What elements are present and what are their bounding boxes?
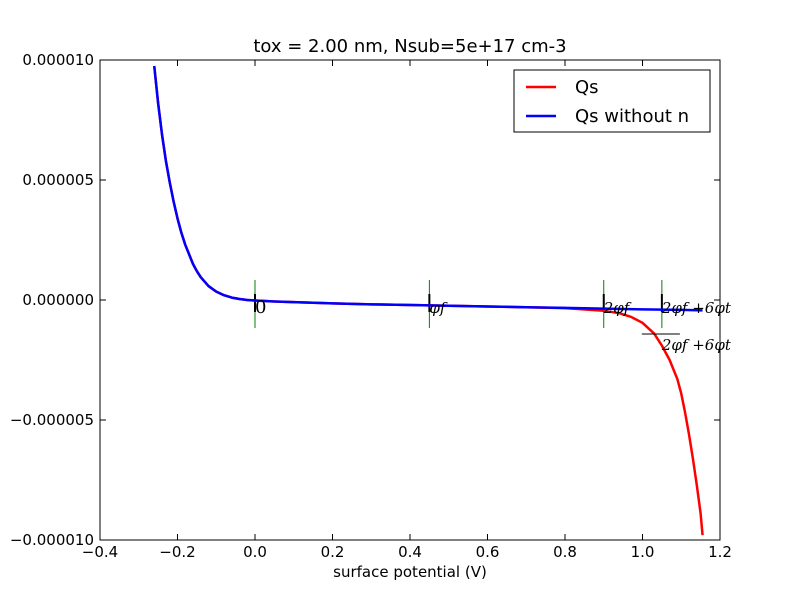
legend-label-0: Qs [575,77,599,98]
chart-title: tox = 2.00 nm, Nsub=5e+17 cm-3 [253,36,566,57]
y-tick-label-0: 0.000010 [22,51,94,69]
x-tick-label-5: 0.6 [476,543,500,561]
x-tick-label-8: 1.2 [708,543,732,561]
plot-area: 0 φf 2φf 2φf +6φt 2φf +6φt [153,65,732,536]
annotation-label-0: 0 [255,297,266,318]
y-tick-label-1: 0.000005 [22,171,94,189]
x-axis-label: surface potential (V) [333,563,487,581]
x-axis: −0.4 −0.2 0.0 0.2 0.4 0.6 0.8 1.0 1.2 [82,60,732,561]
legend-label-1: Qs without n [575,106,689,127]
legend-box [513,69,711,133]
x-tick-label-0: −0.4 [82,543,118,561]
x-tick-label-6: 0.8 [553,543,577,561]
annotation-label-1: φf [429,299,448,317]
annotation-label-3: 2φf +6φt [661,299,732,317]
x-tick-label-7: 1.0 [631,543,655,561]
x-tick-label-1: −0.2 [159,543,195,561]
x-tick-label-4: 0.4 [398,543,422,561]
y-tick-label-2: 0.000000 [22,291,94,309]
y-axis: 0.000010 0.000005 0.000000 −0.000005 −0.0000… [10,51,720,549]
series-line-1 [153,65,703,312]
y-tick-label-3: −0.000005 [10,411,94,429]
legend: Qs Qs without n [513,69,711,133]
y-tick-label-4: −0.000010 [10,531,94,549]
x-tick-label-3: 0.2 [321,543,345,561]
annotation-label-repeat: 2φf +6φt [661,336,732,354]
annotation-label-2: 2φf [603,299,632,317]
x-tick-label-2: 0.0 [243,543,267,561]
